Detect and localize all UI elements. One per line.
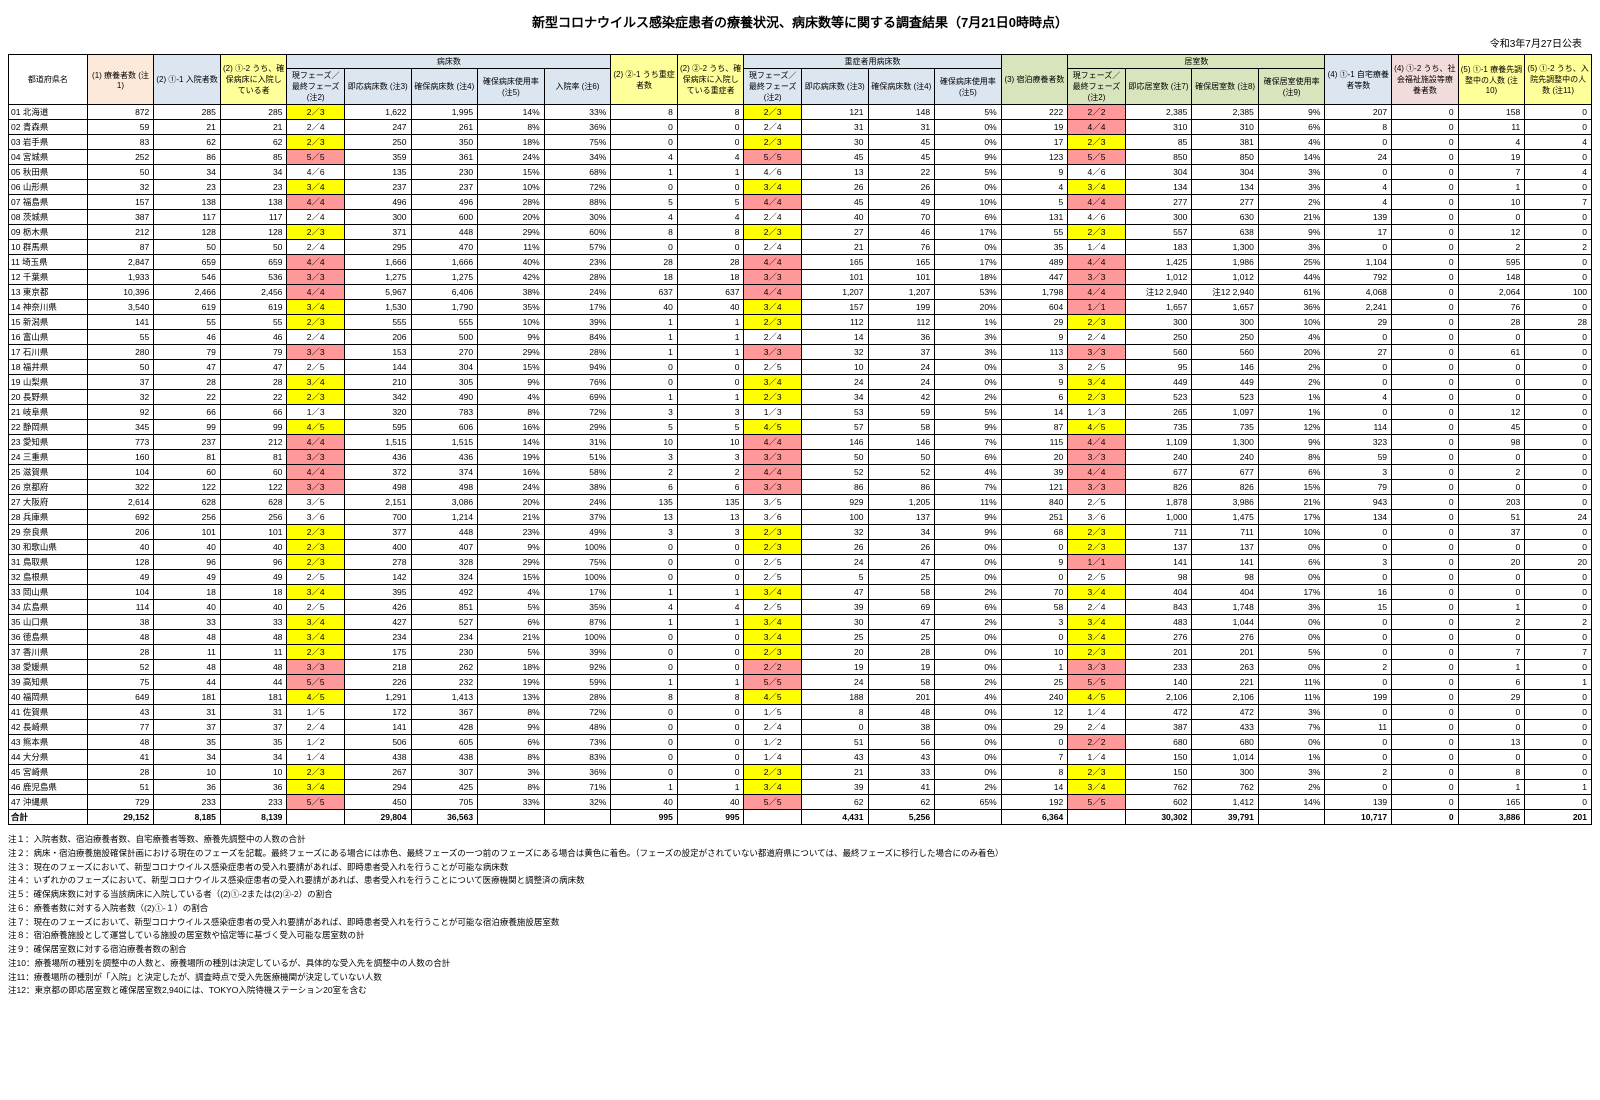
table-row: 23 愛知県7732372124／41,5151,51514%31%10104／… — [9, 435, 1592, 450]
table-row: 13 東京都10,3962,4662,4564／45,9676,40638%24… — [9, 285, 1592, 300]
main-table: 都道府県名 (1) 療養者数 (注1) (2) ①-1 入院者数 (2) ①-2… — [8, 54, 1592, 825]
hdr-g2-2-2: (2) ②-2 うち、確保病床に入院している重症者 — [677, 55, 744, 105]
table-row: 46 鹿児島県5136363／42944258%71%113／439412%14… — [9, 780, 1592, 795]
table-row: 19 山梨県3728283／42103059%76%003／424240%93／… — [9, 375, 1592, 390]
table-header: 都道府県名 (1) 療養者数 (注1) (2) ①-1 入院者数 (2) ①-2… — [9, 55, 1592, 105]
table-row: 14 神奈川県3,5406196193／41,5301,79035%17%404… — [9, 300, 1592, 315]
hdr-phase1: 現フェーズ／最終フェーズ (注2) — [287, 69, 345, 105]
hdr-g2-1: (2) ①-1 入院者数 — [154, 55, 221, 105]
hdr-phase2: 現フェーズ／最終フェーズ (注2) — [744, 69, 802, 105]
hdr-sev-group: 重症者用病床数 — [744, 55, 1001, 69]
table-row: 18 福井県5047472／514430415%94%002／510240%32… — [9, 360, 1592, 375]
hdr-beds-rate: 確保病床使用率 (注5) — [478, 69, 545, 105]
table-row: 33 岡山県10418183／43954924%17%113／447582%70… — [9, 585, 1592, 600]
hdr-beds-sec: 確保病床数 (注4) — [411, 69, 478, 105]
table-row: 42 長崎県7737372／41414289%48%002／40380%292／… — [9, 720, 1592, 735]
table-row: 30 和歌山県4040402／34004079%100%002／326260%0… — [9, 540, 1592, 555]
hdr-adm-rate: 入院率 (注6) — [544, 69, 611, 105]
table-row: 22 静岡県34599994／559560616%29%554／557589%8… — [9, 420, 1592, 435]
table-body: 01 北海道8722852852／31,6221,99514%33%882／31… — [9, 105, 1592, 825]
footnote: 注10：療養場所の種別を調整中の人数と、療養場所の種別は決定しているが、具体的な… — [8, 957, 1592, 970]
table-row: 47 沖縄県7292332335／545070533%32%40405／5626… — [9, 795, 1592, 810]
hdr-g3: (3) 宿泊療養者数 — [1001, 55, 1068, 105]
hdr-rooms-imm: 即応居室数 (注7) — [1125, 69, 1192, 105]
table-row: 03 岩手県8362622／325035018%75%002／330450%17… — [9, 135, 1592, 150]
hdr-g2-2-1: (2) ②-1 うち重症者数 — [611, 55, 678, 105]
table-row: 25 滋賀県10460604／437237416%58%224／452524%3… — [9, 465, 1592, 480]
footnote: 注８：宿泊療養施設として運営している施設の居室数や協定等に基づく受入可能な居室数… — [8, 929, 1592, 942]
table-row: 01 北海道8722852852／31,6221,99514%33%882／31… — [9, 105, 1592, 120]
table-row: 37 香川県2811112／31752305%39%002／320280%102… — [9, 645, 1592, 660]
table-row: 02 青森県5921212／42472618%36%002／431310%194… — [9, 120, 1592, 135]
table-row: 05 秋田県5034344／613523015%68%114／613225%94… — [9, 165, 1592, 180]
table-row: 38 愛媛県5248483／321826218%92%002／219190%13… — [9, 660, 1592, 675]
footnote: 注６：療養者数に対する入院者数（(2)①-１）の割合 — [8, 902, 1592, 915]
table-row: 09 栃木県2121281282／337144829%60%882／327461… — [9, 225, 1592, 240]
table-row: 31 鳥取県12896962／327832829%75%002／524470%9… — [9, 555, 1592, 570]
hdr-g5-1: (5) ①-1 療養先調整中の人数 (注10) — [1458, 55, 1525, 105]
table-row: 39 高知県7544445／522623219%59%115／524582%25… — [9, 675, 1592, 690]
table-row: 21 岐阜県9266661／33207838%72%331／353595%141… — [9, 405, 1592, 420]
footnote: 注４：いずれかのフェーズにおいて、新型コロナウイルス感染症患者の受入れ要請があれ… — [8, 874, 1592, 887]
hdr-rooms-group: 居室数 — [1068, 55, 1325, 69]
footnote: 注７：現在のフェーズにおいて、新型コロナウイルス感染症患者の受入れ要請があれば、… — [8, 916, 1592, 929]
footnote: 注３：現在のフェーズにおいて、新型コロナウイルス感染症患者の受入れ要請があれば、… — [8, 861, 1592, 874]
table-row: 43 熊本県4835351／25066056%73%001／251560%02／… — [9, 735, 1592, 750]
footnote: 注11：療養場所の種別が「入院」と決定したが、調査時点で受入先医療機関が決定して… — [8, 971, 1592, 984]
footnote: 注５：確保病床数に対する当該病床に入院している者（(2)①-2または(2)②-2… — [8, 888, 1592, 901]
hdr-g4-1: (4) ①-1 自宅療養者等数 — [1325, 55, 1392, 105]
hdr-beds-imm: 即応病床数 (注3) — [344, 69, 411, 105]
footnote: 注２：病床・宿泊療養施設確保計画における現在のフェーズを記載。最終フェーズにある… — [8, 847, 1592, 860]
hdr-sev-sec: 確保病床数 (注4) — [868, 69, 935, 105]
table-row: 04 宮城県25286855／535936124%34%445／545459%1… — [9, 150, 1592, 165]
table-row: 41 佐賀県4331311／51723678%72%001／58480%121／… — [9, 705, 1592, 720]
table-row: 08 茨城県3871171172／430060020%30%442／440706… — [9, 210, 1592, 225]
table-row: 12 千葉県1,9335465363／31,2751,27542%28%1818… — [9, 270, 1592, 285]
table-row: 36 徳島県4848483／423423421%100%003／425250%0… — [9, 630, 1592, 645]
hdr-phase3: 現フェーズ／最終フェーズ (注2) — [1068, 69, 1126, 105]
table-row: 45 宮崎県2810102／32673073%36%002／321330%82／… — [9, 765, 1592, 780]
table-row: 27 大阪府2,6146286283／52,1513,08620%24%1351… — [9, 495, 1592, 510]
table-row: 20 長野県3222222／33424904%69%112／334422%62／… — [9, 390, 1592, 405]
footnote: 注９：確保居室数に対する宿泊療養者数の割合 — [8, 943, 1592, 956]
page-title: 新型コロナウイルス感染症患者の療養状況、病床数等に関する調査結果（7月21日0時… — [8, 12, 1592, 31]
footnotes: 注１：入院者数、宿泊療養者数、自宅療養者等数、療養先調整中の人数の合計注２：病床… — [8, 833, 1592, 997]
footnote: 注12：東京都の即応居室数と確保居室数2,940には、TOKYO入院待機ステーシ… — [8, 984, 1592, 997]
table-row: 34 広島県11440402／54268515%35%442／539696%58… — [9, 600, 1592, 615]
hdr-beds-group: 病床数 — [287, 55, 611, 69]
hdr-pref: 都道府県名 — [9, 55, 88, 105]
footnote: 注１：入院者数、宿泊療養者数、自宅療養者等数、療養先調整中の人数の合計 — [8, 833, 1592, 846]
hdr-rooms-sec: 確保居室数 (注8) — [1192, 69, 1259, 105]
hdr-sev-imm: 即応病床数 (注3) — [801, 69, 868, 105]
total-row: 合計29,1528,1858,13929,80436,5639959954,43… — [9, 810, 1592, 825]
table-row: 07 福島県1571381384／449649628%88%554／445491… — [9, 195, 1592, 210]
table-row: 26 京都府3221221223／349849824%38%663／386867… — [9, 480, 1592, 495]
hdr-g5-2: (5) ①-2 うち、入院先調整中の人数 (注11) — [1525, 55, 1592, 105]
table-row: 11 埼玉県2,8476596594／41,6661,66640%23%2828… — [9, 255, 1592, 270]
table-row: 16 富山県5546462／42065009%84%112／414363%92／… — [9, 330, 1592, 345]
table-row: 17 石川県28079793／315327029%28%113／332373%1… — [9, 345, 1592, 360]
table-row: 29 奈良県2061011012／337744823%49%332／332349… — [9, 525, 1592, 540]
table-row: 32 島根県4949492／514232415%100%002／55250%02… — [9, 570, 1592, 585]
table-row: 28 兵庫県6922562563／67001,21421%37%13133／61… — [9, 510, 1592, 525]
table-row: 15 新潟県14155552／355555510%39%112／31121121… — [9, 315, 1592, 330]
hdr-g2-2: (2) ①-2 うち、確保病床に入院している者 — [220, 55, 287, 105]
hdr-g4-2: (4) ①-2 うち、社会福祉施設等療養者数 — [1392, 55, 1459, 105]
publish-date: 令和3年7月27日公表 — [8, 35, 1592, 50]
table-row: 35 山口県3833333／44275276%87%113／430472%33／… — [9, 615, 1592, 630]
hdr-g1: (1) 療養者数 (注1) — [87, 55, 154, 105]
table-row: 44 大分県4134341／44384388%83%001／443430%71／… — [9, 750, 1592, 765]
table-row: 10 群馬県8750502／429547011%57%002／421760%35… — [9, 240, 1592, 255]
table-row: 24 三重県16081813／343643619%51%333／350506%2… — [9, 450, 1592, 465]
table-row: 40 福岡県6491811814／51,2911,41313%28%884／51… — [9, 690, 1592, 705]
hdr-rooms-rate: 確保居室使用率 (注9) — [1258, 69, 1325, 105]
hdr-sev-rate: 確保病床使用率 (注5) — [935, 69, 1002, 105]
table-row: 06 山形県3223233／423723710%72%003／426260%43… — [9, 180, 1592, 195]
